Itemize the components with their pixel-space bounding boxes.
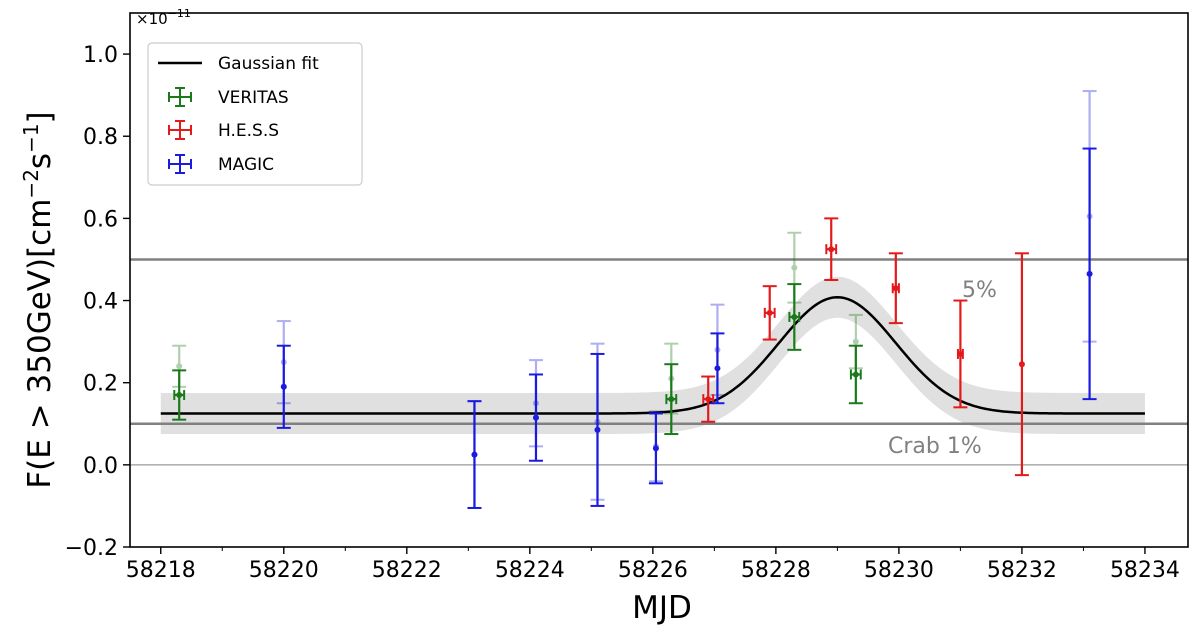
- data-point-hess-1-marker: [766, 309, 773, 316]
- data-points-layer: [172, 147, 1097, 509]
- faded-point-veritas-3-marker: [852, 338, 859, 345]
- data-point-magic-5-marker: [714, 365, 721, 372]
- x-tick-label-7: 58232: [987, 558, 1057, 583]
- x-tick-label-8: 58234: [1110, 558, 1180, 583]
- y-axis-title-end: ]: [22, 111, 58, 123]
- data-point-magic-6: [1082, 147, 1097, 401]
- legend-entry-hess: H.E.S.S: [218, 121, 279, 141]
- legend-markers: [168, 87, 192, 174]
- faded-point-veritas-2-marker: [791, 264, 798, 271]
- x-tick-label-5: 58228: [741, 558, 811, 583]
- data-point-hess-5-marker: [1018, 361, 1025, 368]
- x-tick-label-0: 58218: [126, 558, 196, 583]
- data-point-veritas-3: [848, 344, 863, 405]
- y-scale-base: ×10: [136, 10, 168, 28]
- data-point-magic-4-marker: [652, 445, 659, 452]
- data-point-veritas-2-marker: [791, 313, 798, 320]
- data-point-magic-5: [710, 332, 725, 405]
- data-point-magic-1-marker: [471, 451, 478, 458]
- data-point-veritas-1: [664, 363, 679, 436]
- legend-entry-veritas: VERITAS: [218, 88, 289, 108]
- x-tick-label-2: 58222: [372, 558, 442, 583]
- data-point-veritas-0: [172, 369, 187, 421]
- x-tick-label-4: 58226: [618, 558, 688, 583]
- ref-label-crab1pct: Crab 1%: [888, 434, 982, 459]
- legend-box: [147, 42, 363, 186]
- fit-uncertainty-band: [160, 276, 1145, 435]
- data-point-hess-0-marker: [705, 396, 712, 403]
- ticks-layer: 58218 58220 58222 58224 58226 58228 58230 58232…: [65, 43, 1180, 583]
- x-axis-title: MJD: [632, 590, 692, 626]
- data-point-veritas-1-marker: [668, 396, 675, 403]
- data-point-hess-1: [762, 285, 777, 341]
- plot-frame: [129, 12, 1189, 548]
- data-point-hess-3-marker: [892, 285, 899, 292]
- data-point-magic-0: [276, 344, 291, 429]
- data-point-magic-2: [528, 373, 543, 462]
- data-point-hess-2-marker: [828, 246, 835, 253]
- y-tick-label-4: 0.6: [83, 207, 118, 232]
- data-point-magic-4: [648, 412, 663, 485]
- data-point-hess-4: [953, 299, 968, 409]
- y-tick-label-1: 0.0: [83, 454, 118, 479]
- data-point-magic-0-marker: [280, 383, 287, 390]
- y-axis-title-mid: s: [22, 153, 58, 169]
- data-point-hess-5: [1014, 252, 1029, 477]
- reference-lines-layer: [130, 258, 1188, 466]
- fit-uncertainty-band-layer: [160, 276, 1145, 435]
- y-tick-label-0: −0.2: [65, 536, 118, 561]
- y-tick-label-3: 0.4: [83, 290, 118, 315]
- data-point-hess-3: [888, 252, 903, 325]
- data-point-hess-4-marker: [957, 350, 964, 357]
- y-scale-exp: −11: [168, 7, 191, 20]
- y-tick-label-6: 1.0: [83, 43, 118, 68]
- legend: Gaussian fit VERITAS H.E.S.S MAGIC: [147, 42, 363, 186]
- y-tick-label-2: 0.2: [83, 372, 118, 397]
- faded-point-veritas-0-marker: [176, 363, 183, 370]
- data-point-veritas-0-marker: [176, 392, 183, 399]
- x-tick-label-6: 58230: [864, 558, 934, 583]
- y-axis-title-main: F(E > 350GeV)[cm: [22, 199, 58, 489]
- data-point-magic-3-marker: [594, 426, 601, 433]
- data-point-magic-3: [590, 352, 605, 507]
- data-point-veritas-2: [787, 283, 802, 351]
- axes-layer: [129, 12, 1189, 548]
- legend-entry-fit: Gaussian fit: [218, 54, 319, 74]
- ref-label-5pct: 5%: [962, 278, 997, 303]
- y-axis-title-sup1: −2: [19, 169, 43, 198]
- data-point-magic-1: [467, 400, 482, 509]
- data-point-magic-2-marker: [532, 414, 539, 421]
- data-point-magic-6-marker: [1086, 270, 1093, 277]
- x-tick-label-3: 58224: [495, 558, 565, 583]
- y-axis-title: F(E > 350GeV)[cm−2s−1]: [19, 111, 58, 488]
- legend-entry-magic: MAGIC: [218, 155, 274, 175]
- data-point-veritas-3-marker: [852, 371, 859, 378]
- data-point-hess-2: [824, 217, 839, 281]
- x-tick-label-1: 58220: [249, 558, 319, 583]
- y-axis-title-sup2: −1: [19, 123, 43, 152]
- y-tick-label-5: 0.8: [83, 125, 118, 150]
- y-scale-factor: ×10−11: [136, 7, 191, 28]
